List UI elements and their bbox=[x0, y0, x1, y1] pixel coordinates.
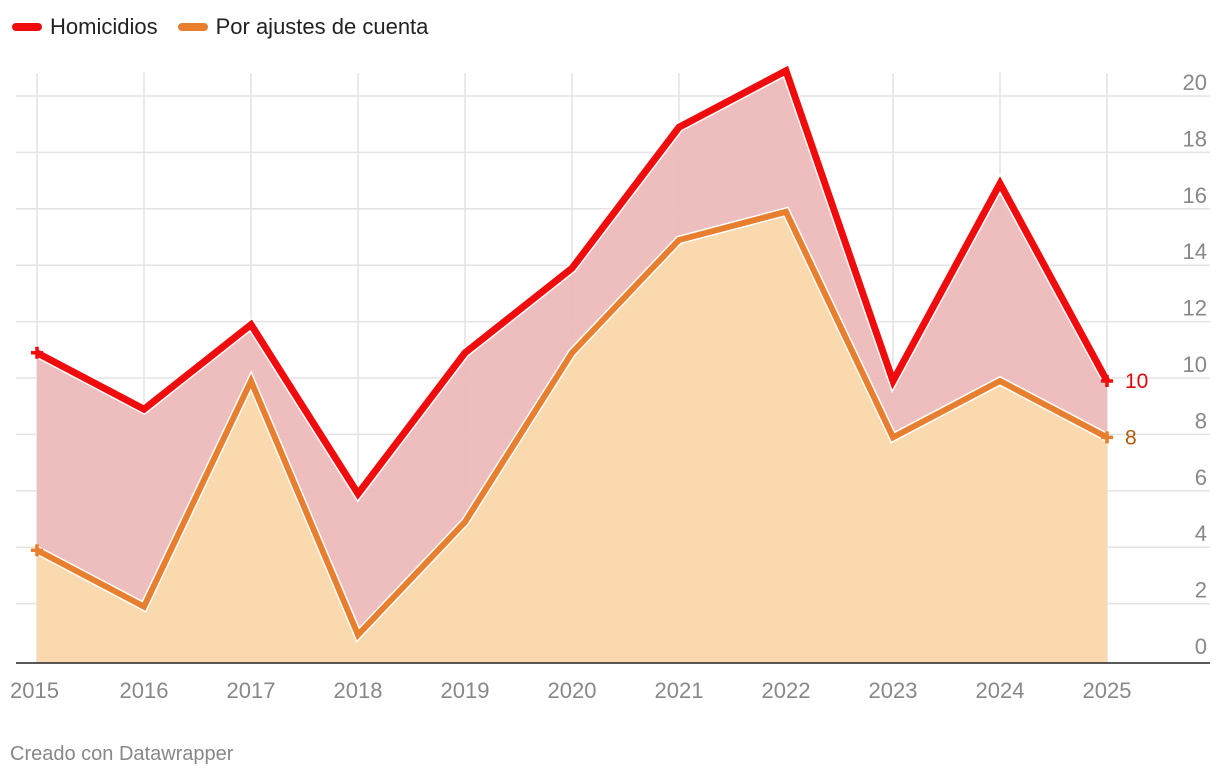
start-marker-ajustes bbox=[31, 544, 43, 557]
chart-legend: Homicidios Por ajustes de cuenta bbox=[12, 14, 448, 40]
x-tick-label-2025: 2025 bbox=[1083, 678, 1132, 703]
point-ajustes-2024 bbox=[997, 378, 1003, 384]
point-ajustes-2020 bbox=[569, 350, 575, 356]
start-marker-homicidios bbox=[31, 346, 43, 359]
point-homicidios-2024 bbox=[997, 181, 1003, 187]
y-tick-label-2: 2 bbox=[1195, 578, 1207, 603]
point-homicidios-2020 bbox=[569, 265, 575, 271]
y-tick-label-20: 20 bbox=[1183, 70, 1207, 95]
legend-label-ajustes: Por ajustes de cuenta bbox=[215, 14, 429, 39]
end-label-ajustes: 8 bbox=[1125, 426, 1137, 449]
point-homicidios-2016 bbox=[141, 406, 147, 412]
x-tick-label-2020: 2020 bbox=[548, 678, 597, 703]
y-tick-label-10: 10 bbox=[1183, 352, 1207, 377]
y-tick-label-18: 18 bbox=[1183, 126, 1207, 151]
point-ajustes-2023 bbox=[890, 434, 896, 440]
legend-item-ajustes: Por ajustes de cuenta bbox=[177, 14, 429, 40]
point-ajustes-2021 bbox=[676, 237, 682, 243]
point-homicidios-2017 bbox=[248, 322, 254, 328]
x-tick-label-2022: 2022 bbox=[762, 678, 811, 703]
y-tick-label-14: 14 bbox=[1183, 239, 1207, 264]
x-tick-label-2015: 2015 bbox=[10, 678, 59, 703]
point-ajustes-2022 bbox=[783, 209, 789, 215]
legend-item-homicidios: Homicidios bbox=[12, 14, 158, 40]
x-tick-label-2017: 2017 bbox=[227, 678, 276, 703]
point-homicidios-2019 bbox=[462, 350, 468, 356]
x-tick-label-2018: 2018 bbox=[334, 678, 383, 703]
point-homicidios-2022 bbox=[783, 68, 789, 74]
point-ajustes-2019 bbox=[462, 519, 468, 525]
legend-label-homicidios: Homicidios bbox=[50, 14, 158, 39]
x-tick-label-2016: 2016 bbox=[120, 678, 169, 703]
point-ajustes-2017 bbox=[248, 378, 254, 384]
footer-credit: Creado con Datawrapper bbox=[10, 743, 234, 765]
y-tick-label-0: 0 bbox=[1195, 634, 1207, 659]
point-ajustes-2018 bbox=[355, 632, 361, 638]
y-tick-label-16: 16 bbox=[1183, 183, 1207, 208]
x-tick-label-2019: 2019 bbox=[441, 678, 490, 703]
y-tick-label-8: 8 bbox=[1195, 408, 1207, 433]
x-tick-label-2021: 2021 bbox=[655, 678, 704, 703]
y-tick-label-6: 6 bbox=[1195, 465, 1207, 490]
y-tick-label-12: 12 bbox=[1183, 296, 1207, 321]
point-homicidios-2021 bbox=[676, 124, 682, 130]
end-label-homicidios: 10 bbox=[1125, 370, 1148, 393]
point-ajustes-2016 bbox=[141, 604, 147, 610]
point-homicidios-2023 bbox=[890, 378, 896, 384]
legend-swatch-ajustes bbox=[177, 23, 208, 31]
x-tick-label-2023: 2023 bbox=[869, 678, 918, 703]
end-marker-ajustes bbox=[1101, 431, 1113, 444]
line-ajustes bbox=[35, 208, 1109, 641]
x-tick-label-2024: 2024 bbox=[976, 678, 1025, 703]
line-homicidios bbox=[35, 65, 1111, 500]
y-tick-label-4: 4 bbox=[1195, 521, 1207, 546]
point-homicidios-2018 bbox=[355, 491, 361, 497]
legend-swatch-homicidios bbox=[12, 23, 42, 31]
end-marker-homicidios bbox=[1101, 375, 1113, 387]
